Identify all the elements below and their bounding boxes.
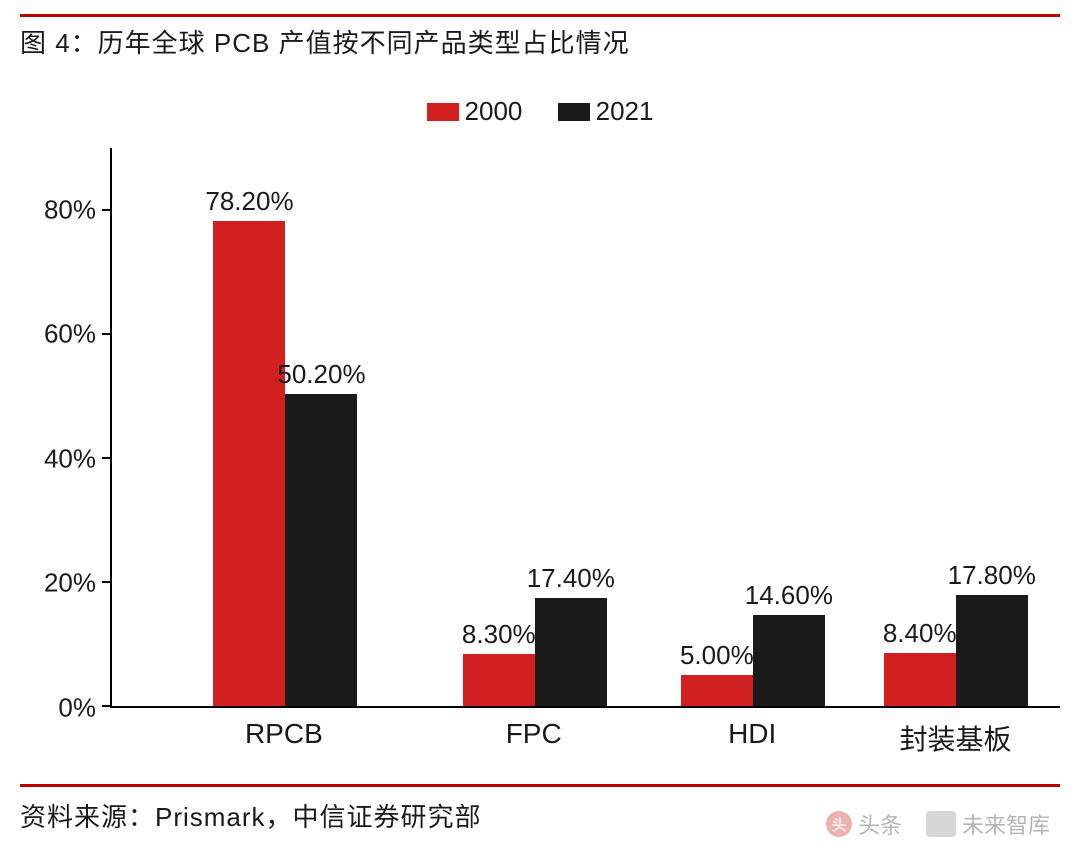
bar-group: 78.20%50.20% (213, 148, 357, 706)
bar-value-label: 17.80% (948, 560, 1036, 595)
bar-value-label: 50.20% (277, 359, 365, 394)
bar: 78.20% (213, 221, 285, 706)
bar: 8.40% (884, 653, 956, 705)
legend-swatch-2000 (427, 103, 459, 121)
bar: 17.80% (956, 595, 1028, 705)
y-tick (102, 581, 112, 583)
y-tick-label: 80% (44, 194, 96, 225)
legend-swatch-2021 (558, 103, 590, 121)
x-axis: RPCBFPCHDI封装基板 (110, 708, 1060, 754)
chart-title: 图 4：历年全球 PCB 产值按不同产品类型占比情况 (20, 14, 1060, 66)
bar: 17.40% (535, 598, 607, 706)
watermark-right-icon (926, 811, 956, 837)
legend-item-2021: 2021 (558, 96, 654, 127)
watermark-left: 头 头条 (826, 808, 902, 840)
bar: 50.20% (285, 394, 357, 705)
bar-value-label: 14.60% (745, 580, 833, 615)
bar-value-label: 8.40% (883, 618, 957, 653)
x-tick-label: HDI (728, 718, 776, 750)
bar-value-label: 5.00% (680, 640, 754, 675)
y-tick (102, 457, 112, 459)
chart-area: 0%20%40%60%80% 78.20%50.20%8.30%17.40%5.… (20, 148, 1060, 708)
y-tick (102, 333, 112, 335)
y-axis: 0%20%40%60%80% (20, 148, 110, 708)
x-tick-label: 封装基板 (899, 718, 1011, 758)
y-tick-label: 0% (58, 692, 96, 723)
bar: 5.00% (681, 675, 753, 706)
y-tick-label: 20% (44, 568, 96, 599)
legend-item-2000: 2000 (427, 96, 523, 127)
legend-label-2021: 2021 (596, 96, 654, 127)
x-tick-label: RPCB (245, 718, 323, 750)
bar: 8.30% (463, 654, 535, 705)
watermark-left-icon: 头 (826, 811, 852, 837)
y-tick (102, 209, 112, 211)
legend: 2000 2021 (20, 96, 1060, 128)
legend-label-2000: 2000 (465, 96, 523, 127)
y-tick-label: 40% (44, 443, 96, 474)
bar-group: 8.30%17.40% (463, 148, 607, 706)
y-tick (102, 705, 112, 707)
watermark-right: 未来智库 (926, 808, 1050, 840)
bar: 14.60% (753, 615, 825, 706)
bar-group: 8.40%17.80% (884, 148, 1028, 706)
bar-group: 5.00%14.60% (681, 148, 825, 706)
bar-value-label: 78.20% (205, 186, 293, 221)
watermark: 头 头条 未来智库 (826, 808, 1050, 840)
plot-area: 78.20%50.20%8.30%17.40%5.00%14.60%8.40%1… (110, 148, 1060, 708)
y-tick-label: 60% (44, 319, 96, 350)
bar-value-label: 8.30% (462, 619, 536, 654)
bar-value-label: 17.40% (527, 563, 615, 598)
x-tick-label: FPC (506, 718, 562, 750)
